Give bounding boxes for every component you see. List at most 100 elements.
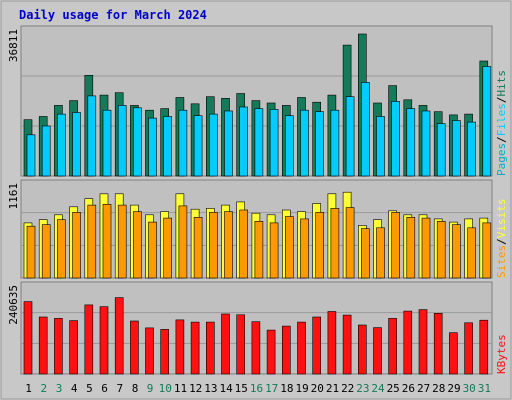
day-label: 28 [432, 382, 445, 395]
bar-sites [133, 211, 142, 279]
legend-entry: Hits [495, 70, 508, 97]
bar-kbytes [145, 327, 154, 375]
bar-sites [269, 222, 279, 279]
bar-files [209, 113, 218, 177]
bar-files [133, 107, 142, 177]
legend-entry: / [495, 136, 508, 143]
chart-title: Daily usage for March 2024 [19, 8, 207, 22]
bar-kbytes [160, 329, 169, 375]
day-label: 3 [56, 382, 63, 395]
bar-kbytes [266, 329, 276, 375]
panel-middle: 1161 Sites/Visits [7, 179, 508, 279]
bar-files [452, 120, 461, 177]
bar-files [345, 96, 355, 177]
bar-sites [360, 228, 370, 279]
bar-kbytes [206, 321, 215, 375]
bar-sites [452, 224, 461, 279]
bar-sites [315, 212, 325, 279]
y-max-label: 1161 [7, 183, 20, 210]
bar-files [102, 109, 112, 177]
legend-entry: Files [495, 103, 508, 136]
bar-files [436, 123, 446, 177]
bar-files [391, 101, 400, 177]
bar-files [178, 109, 188, 177]
legend-entry: Visits [495, 199, 508, 239]
bar-kbytes [312, 316, 322, 375]
legend-entry: Pages [495, 143, 508, 176]
bar-files [284, 115, 294, 177]
day-label: 21 [326, 382, 339, 395]
bar-sites [254, 221, 264, 279]
bar-kbytes [99, 306, 109, 375]
legend-entry: Sites [495, 245, 508, 278]
bar-sites [209, 212, 218, 279]
day-label: 22 [341, 382, 354, 395]
bar-sites [178, 205, 188, 279]
chart-panels: 36811Pages/Files/Hits1161Sites/Visits240… [7, 25, 508, 375]
bar-sites [72, 212, 81, 279]
bar-sites [41, 224, 51, 279]
bar-files [254, 108, 264, 177]
bar-kbytes [297, 321, 306, 375]
bar-sites [391, 212, 400, 279]
bar-sites [193, 217, 203, 279]
bar-files [57, 113, 66, 177]
y-max-label: 36811 [7, 29, 20, 62]
bar-kbytes [403, 310, 413, 375]
bar-kbytes [23, 301, 33, 375]
bar-sites [102, 204, 112, 279]
day-label: 25 [387, 382, 400, 395]
bar-kbytes [327, 311, 337, 375]
bar-files [421, 110, 431, 177]
bar-kbytes [373, 327, 382, 375]
panel-bottom: 240635 KBytes [7, 281, 508, 375]
bar-files [72, 112, 81, 177]
day-label: 29 [447, 382, 460, 395]
bar-files [376, 116, 385, 177]
bar-files [315, 111, 325, 177]
day-label: 20 [311, 382, 324, 395]
bar-sites [57, 219, 66, 279]
bar-sites [239, 209, 248, 279]
bar-files [239, 106, 248, 177]
day-label: 8 [132, 382, 139, 395]
bar-files [26, 134, 36, 177]
bar-files [300, 109, 309, 177]
bar-files [406, 108, 416, 177]
day-label: 1 [25, 382, 32, 395]
bar-sites [26, 225, 36, 279]
bar-kbytes [69, 320, 78, 375]
bar-sites [163, 217, 172, 279]
day-label: 10 [159, 382, 172, 395]
bar-sites [421, 217, 431, 279]
legend-entry: / [495, 238, 508, 245]
bar-kbytes [38, 316, 48, 375]
bar-sites [482, 222, 492, 279]
bar-kbytes [236, 314, 245, 375]
day-label: 23 [356, 382, 369, 395]
bar-kbytes [221, 313, 230, 375]
bar-sites [87, 204, 97, 279]
bar-sites [376, 227, 385, 279]
bar-files [482, 66, 492, 177]
panel-legend: KBytes [495, 334, 508, 374]
bar-kbytes [84, 304, 94, 375]
panel-legend: Sites/Visits [495, 199, 508, 279]
y-max-label: 240635 [7, 285, 20, 325]
panel-legend: Pages/Files/Hits [495, 70, 508, 176]
day-label: 26 [402, 382, 415, 395]
bar-sites [224, 211, 233, 279]
bar-sites [117, 204, 127, 279]
bar-sites [284, 216, 294, 279]
day-label: 11 [174, 382, 187, 395]
bar-files [163, 116, 172, 177]
bar-kbytes [190, 321, 200, 375]
day-label: 4 [71, 382, 78, 395]
day-label: 30 [463, 382, 476, 395]
legend-entry: / [495, 97, 508, 104]
bar-kbytes [418, 309, 428, 375]
day-label: 5 [86, 382, 93, 395]
bar-files [330, 109, 340, 177]
